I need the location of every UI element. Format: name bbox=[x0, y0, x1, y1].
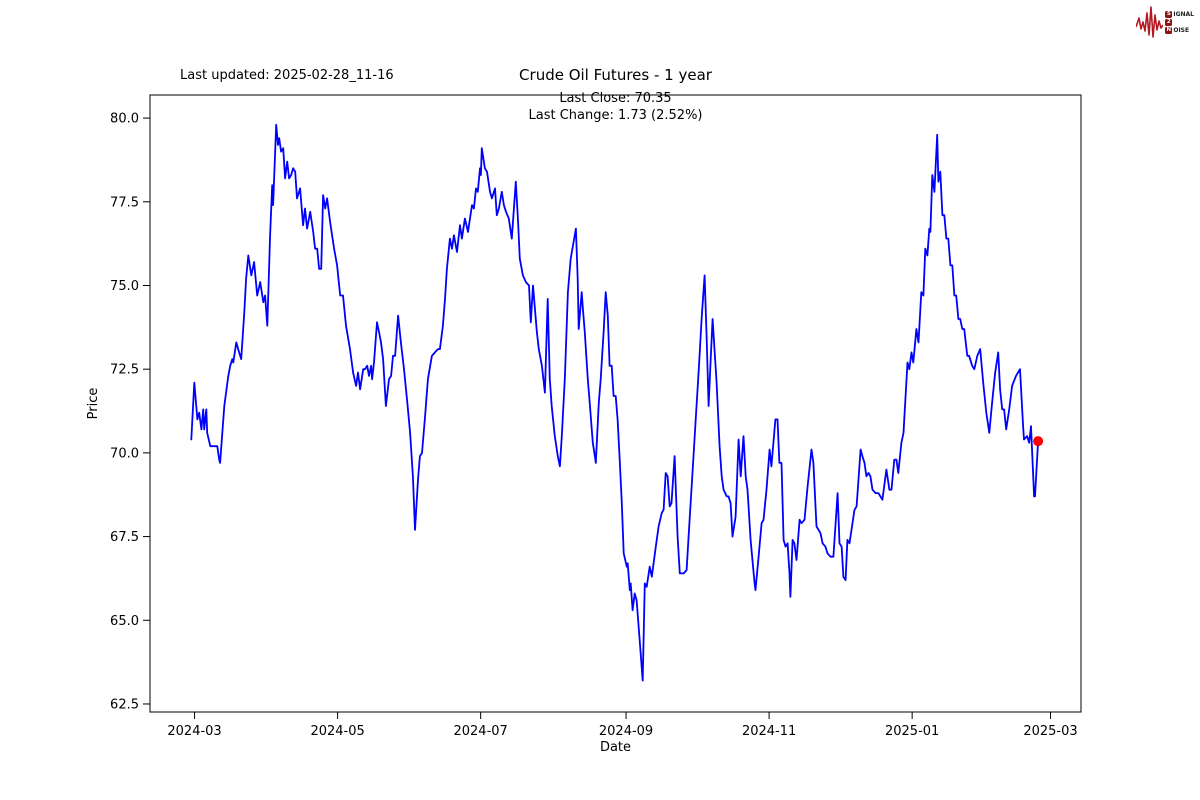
last-updated-text: Last updated: 2025-02-28_11-16 bbox=[180, 68, 394, 83]
waveform-icon bbox=[1136, 6, 1164, 38]
y-tick-label: 80.0 bbox=[110, 112, 139, 127]
logo-letter-2: 2 bbox=[1165, 18, 1173, 26]
y-tick-label: 65.0 bbox=[110, 614, 139, 629]
x-tick-label: 2025-03 bbox=[1023, 724, 1077, 739]
y-tick-label: 62.5 bbox=[110, 697, 139, 712]
chart-title: Crude Oil Futures - 1 year bbox=[519, 66, 712, 84]
x-tick-label: 2024-05 bbox=[310, 724, 364, 739]
x-tick-label: 2024-09 bbox=[599, 724, 653, 739]
price-line-series bbox=[190, 123, 1039, 682]
y-tick-label: 70.0 bbox=[110, 446, 139, 461]
y-axis-label: Price bbox=[86, 388, 101, 420]
y-tick-label: 67.5 bbox=[110, 530, 139, 545]
logo-letter-n: N bbox=[1165, 26, 1173, 34]
last-change-line: Last Change: 1.73 (2.52%) bbox=[528, 108, 703, 123]
x-tick-label: 2024-07 bbox=[453, 724, 507, 739]
logo-noise-rest: OISE bbox=[1173, 26, 1190, 34]
logo-signal-rest: IGNAL bbox=[1173, 10, 1194, 18]
logo-letter-s: S bbox=[1165, 10, 1173, 18]
y-tick-label: 77.5 bbox=[110, 195, 139, 210]
signal2noise-logo: S IGNAL 2 N OISE bbox=[1136, 4, 1194, 40]
x-tick-label: 2024-03 bbox=[167, 724, 221, 739]
plot-border bbox=[149, 94, 1082, 713]
logo-text: S IGNAL 2 N OISE bbox=[1165, 10, 1194, 34]
logo-row-2: 2 bbox=[1165, 18, 1194, 26]
x-tick-label: 2024-11 bbox=[742, 724, 796, 739]
logo-row-noise: N OISE bbox=[1165, 26, 1194, 34]
last-price-marker bbox=[1033, 436, 1044, 447]
y-tick-label: 75.0 bbox=[110, 279, 139, 294]
y-tick-label: 72.5 bbox=[110, 363, 139, 378]
x-axis-label: Date bbox=[600, 740, 631, 755]
logo-row-signal: S IGNAL bbox=[1165, 10, 1194, 18]
x-tick-label: 2025-01 bbox=[885, 724, 939, 739]
